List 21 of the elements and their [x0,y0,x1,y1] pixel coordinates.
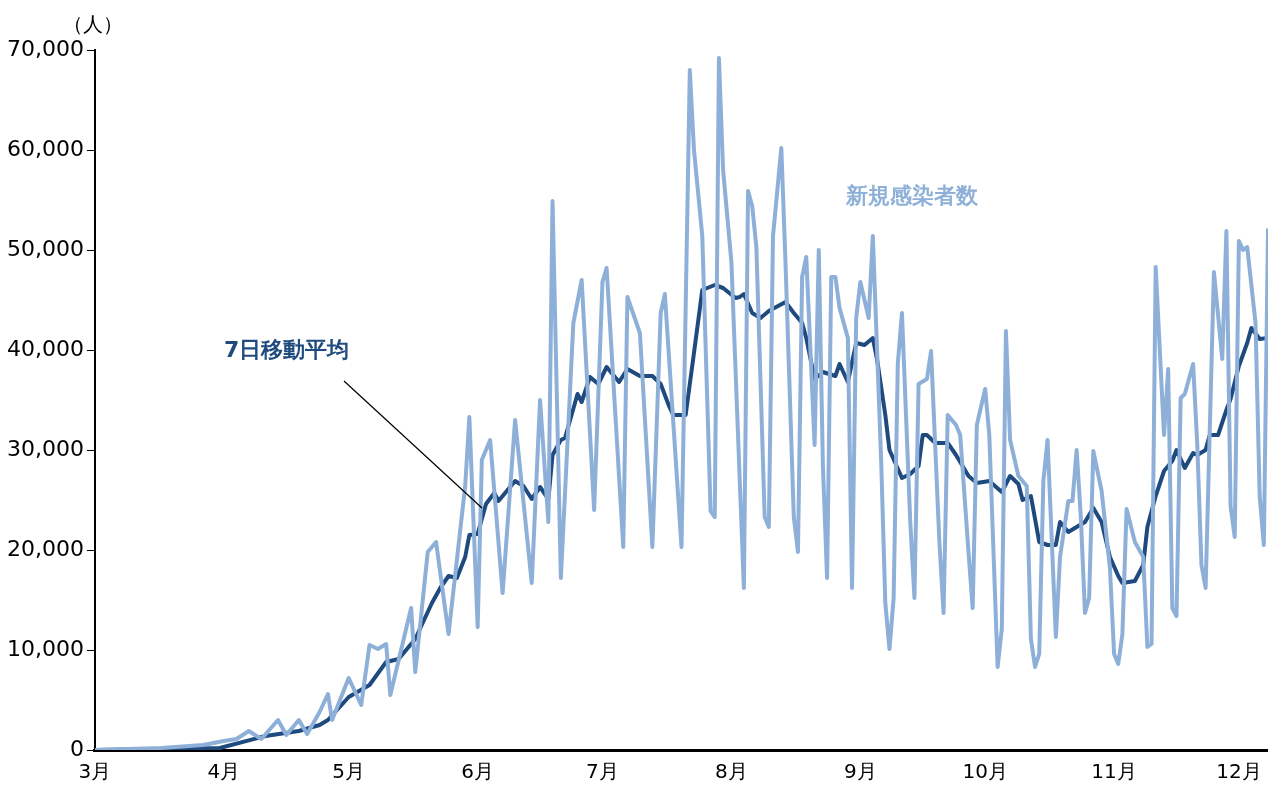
x-tick-label: 9月 [843,759,877,784]
text: 7日移動平均 [224,336,350,362]
y-tick-label: 40,000 [6,335,84,361]
series-label: 新規感染者数 [844,182,979,208]
x-tick-label: 11月 [1091,759,1137,784]
x-tick-label: 5月 [332,759,366,784]
x-tick-label: 12月 [1216,759,1262,784]
y-tick-label: 0 [69,735,84,761]
x-tick-label: 8月 [715,759,748,784]
x-tick-label: 7月 [586,759,619,784]
y-tick-label: 70,000 [6,35,84,61]
x-tick-label: 3月 [78,759,112,784]
x-tick-label: 10月 [962,759,1008,784]
x-tick-label: 6月 [461,759,495,784]
y-axis-title: （人） [62,12,123,37]
x-tick-label: 4月 [207,759,241,784]
y-tick-label: 10,000 [6,635,84,661]
y-tick-label: 20,000 [6,535,84,561]
y-tick-label: 60,000 [6,135,84,161]
y-tick-label: 30,000 [6,435,84,461]
y-tick-label: 50,000 [6,235,84,261]
